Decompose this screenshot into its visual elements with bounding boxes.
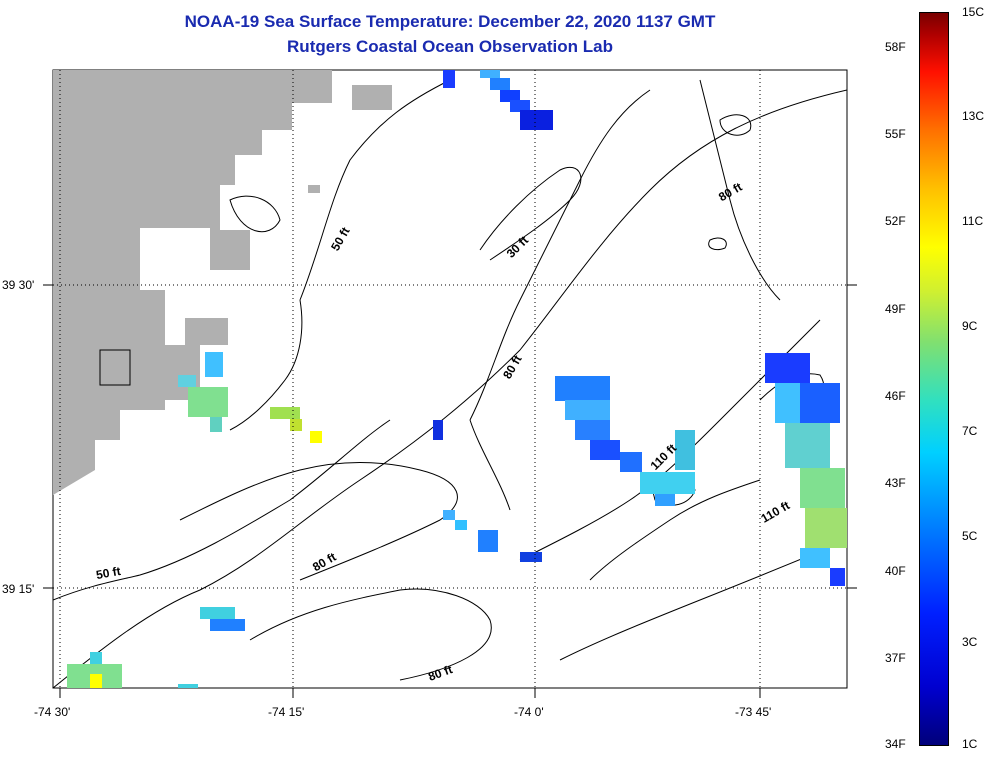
colorbar-c-label: 13C bbox=[962, 109, 985, 123]
colorbar-c-label: 1C bbox=[962, 737, 978, 751]
colorbar-f-label: 49F bbox=[885, 302, 906, 316]
land-patch bbox=[308, 185, 320, 193]
sst-pixels bbox=[67, 70, 847, 688]
land-patch bbox=[352, 85, 392, 110]
land-patch bbox=[95, 328, 170, 395]
colorbar-f-label: 46F bbox=[885, 389, 906, 403]
colorbar-f-label: 52F bbox=[885, 214, 906, 228]
colorbar-f-label: 43F bbox=[885, 476, 906, 490]
colorbar-f-label: 37F bbox=[885, 651, 906, 665]
x-tick-label: -74 15' bbox=[268, 705, 305, 719]
y-tick-label: 39 30' bbox=[2, 278, 35, 292]
land-mass bbox=[53, 70, 332, 495]
axis-ticks bbox=[43, 284, 857, 698]
x-tick-label: -74 0' bbox=[514, 705, 544, 719]
chart-title: NOAA-19 Sea Surface Temperature: Decembe… bbox=[184, 12, 716, 31]
x-tick-label: -73 45' bbox=[735, 705, 772, 719]
x-tick-label: -74 30' bbox=[34, 705, 71, 719]
colorbar-c-label: 7C bbox=[962, 424, 978, 438]
colorbar-c-label: 11C bbox=[962, 214, 984, 228]
colorbar-f-label: 58F bbox=[885, 40, 906, 54]
temperature-colorbar bbox=[919, 12, 949, 746]
colorbar-f-label: 34F bbox=[885, 737, 906, 751]
chart-subtitle: Rutgers Coastal Ocean Observation Lab bbox=[287, 37, 613, 56]
colorbar-f-label: 55F bbox=[885, 127, 906, 141]
colorbar-c-label: 5C bbox=[962, 529, 978, 543]
colorbar-f-label: 40F bbox=[885, 564, 906, 578]
colorbar-c-label: 15C bbox=[962, 5, 985, 19]
gridlines bbox=[53, 70, 847, 688]
y-tick-label: 39 15' bbox=[2, 582, 35, 596]
colorbar-c-label: 3C bbox=[962, 635, 978, 649]
colorbar-c-label: 9C bbox=[962, 319, 978, 333]
